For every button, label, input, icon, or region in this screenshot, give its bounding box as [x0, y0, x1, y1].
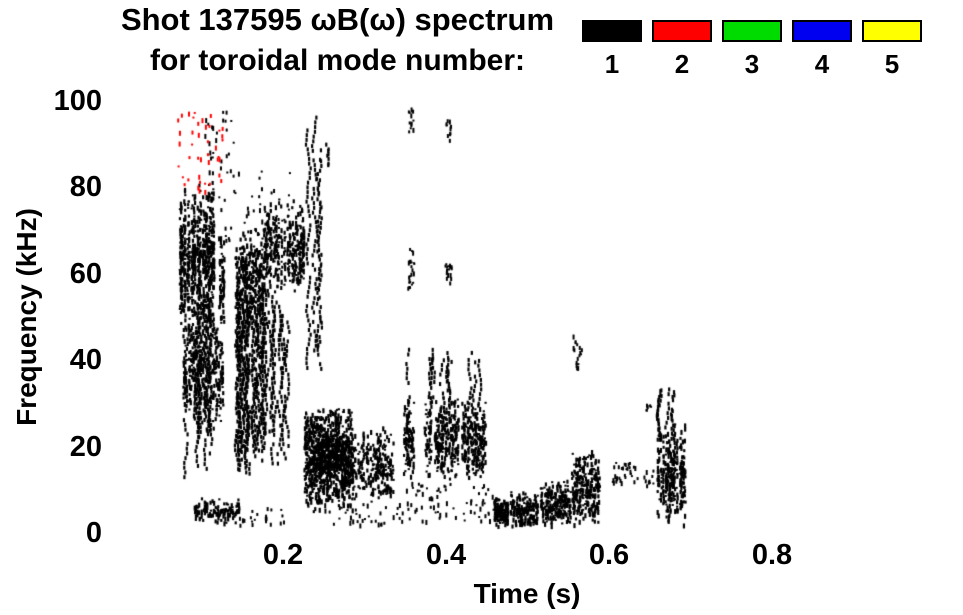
- x-tick-label-0.6: 0.6: [588, 539, 630, 571]
- y-tick-label-100: 100: [53, 85, 102, 117]
- x-tick-label-0.8: 0.8: [751, 539, 793, 571]
- y-tick-label-40: 40: [69, 344, 102, 377]
- x-tick-label-0.2: 0.2: [262, 539, 304, 571]
- x-tick-label-0.4: 0.4: [425, 539, 467, 571]
- y-axis-title: Frequency (kHz): [11, 208, 42, 426]
- y-tick-label-0: 0: [85, 517, 102, 549]
- y-tick-label-20: 20: [69, 430, 102, 463]
- x-axis-title: Time (s): [473, 578, 581, 609]
- y-tick-label-60: 60: [69, 257, 102, 290]
- y-tick-label-80: 80: [69, 171, 102, 204]
